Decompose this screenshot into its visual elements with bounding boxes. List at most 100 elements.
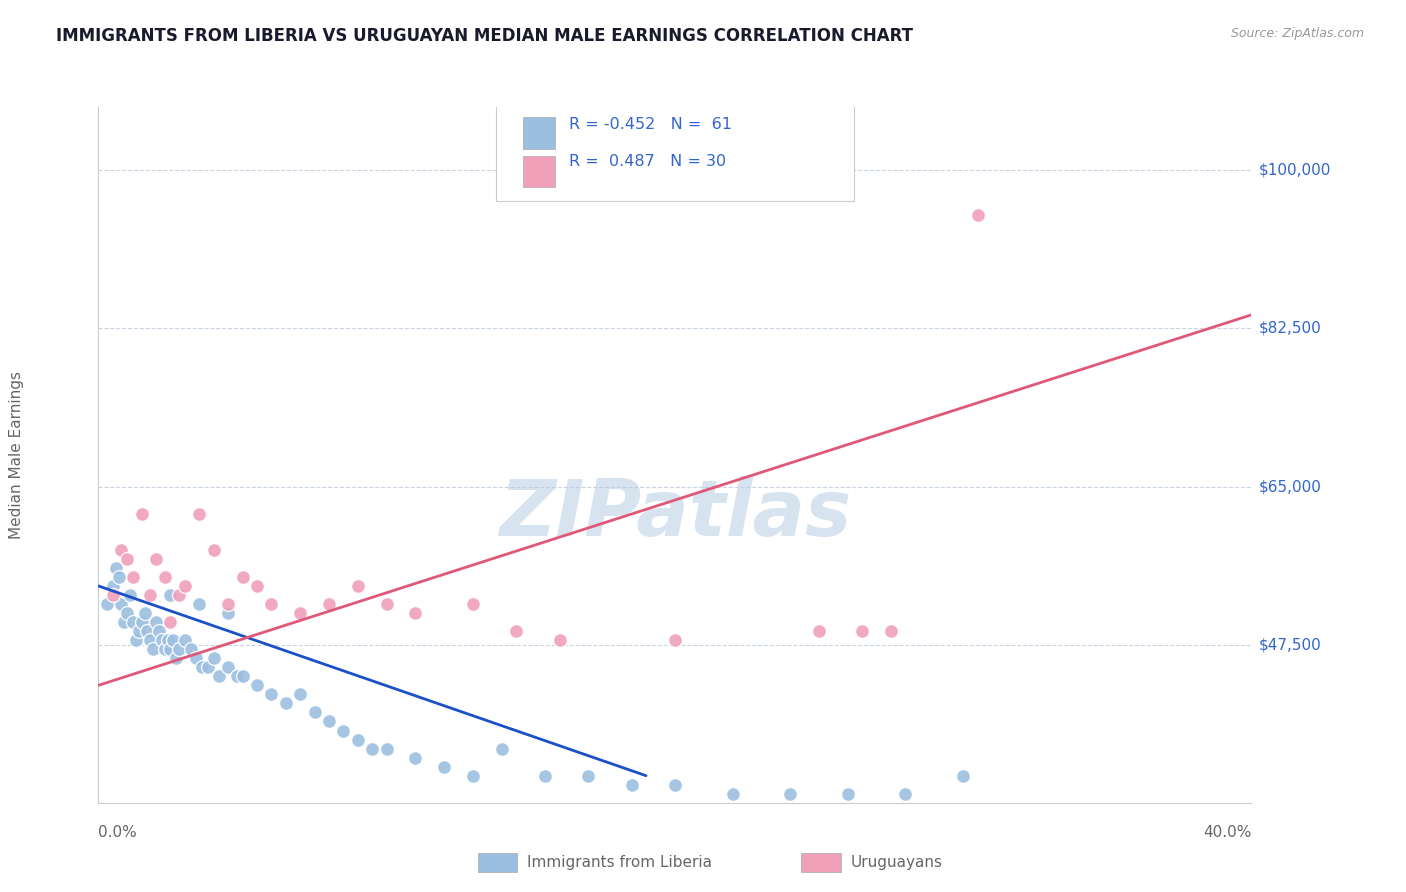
Point — [217, 597, 239, 611]
Point — [260, 687, 283, 701]
Point — [576, 769, 599, 783]
Point — [231, 570, 254, 584]
Point — [188, 597, 211, 611]
Point — [620, 778, 643, 792]
Point — [159, 615, 181, 629]
Point — [167, 588, 190, 602]
Point — [375, 597, 398, 611]
Point — [880, 624, 903, 639]
Point — [202, 651, 225, 665]
Text: Median Male Earnings: Median Male Earnings — [10, 371, 24, 539]
Point — [664, 633, 686, 648]
Point — [548, 633, 571, 648]
Text: $65,000: $65,000 — [1258, 479, 1322, 494]
Text: $47,500: $47,500 — [1258, 637, 1322, 652]
Point — [246, 678, 269, 692]
Point — [165, 651, 187, 665]
Point — [174, 633, 197, 648]
Point — [290, 606, 312, 620]
Point — [117, 606, 138, 620]
Point — [188, 507, 211, 521]
Text: R = -0.452   N =  61: R = -0.452 N = 61 — [569, 118, 731, 133]
Point — [96, 597, 118, 611]
Point — [966, 209, 988, 223]
Point — [318, 714, 340, 729]
Text: $82,500: $82,500 — [1258, 321, 1322, 336]
Point — [145, 615, 167, 629]
Point — [894, 787, 917, 801]
Point — [217, 660, 239, 674]
Point — [153, 642, 176, 657]
Point — [125, 633, 148, 648]
Point — [162, 633, 184, 648]
Point — [361, 741, 384, 756]
Point — [837, 787, 859, 801]
Point — [375, 741, 398, 756]
Point — [110, 597, 132, 611]
FancyBboxPatch shape — [523, 118, 555, 149]
Point — [186, 651, 208, 665]
Point — [405, 750, 427, 764]
Point — [491, 741, 513, 756]
Point — [101, 588, 124, 602]
Point — [208, 669, 231, 683]
Point — [534, 769, 557, 783]
Point — [807, 624, 830, 639]
Point — [332, 723, 354, 738]
Point — [851, 624, 873, 639]
Point — [131, 615, 153, 629]
Point — [197, 660, 219, 674]
Point — [145, 551, 167, 566]
Point — [225, 669, 247, 683]
Point — [664, 778, 686, 792]
Text: 40.0%: 40.0% — [1204, 825, 1251, 840]
Point — [107, 570, 129, 584]
Point — [122, 615, 145, 629]
Point — [346, 732, 368, 747]
Point — [231, 669, 254, 683]
Point — [139, 588, 162, 602]
Point — [150, 633, 173, 648]
Point — [174, 579, 197, 593]
Text: Uruguayans: Uruguayans — [851, 855, 942, 870]
Point — [952, 769, 974, 783]
Point — [117, 551, 138, 566]
Point — [217, 606, 239, 620]
Point — [148, 624, 170, 639]
Point — [246, 579, 269, 593]
Point — [139, 633, 162, 648]
Point — [112, 615, 135, 629]
Point — [433, 759, 456, 773]
Point — [191, 660, 214, 674]
Point — [156, 633, 179, 648]
Text: Immigrants from Liberia: Immigrants from Liberia — [527, 855, 713, 870]
Point — [142, 642, 165, 657]
Point — [405, 606, 427, 620]
Point — [167, 642, 190, 657]
Point — [318, 597, 340, 611]
Point — [120, 588, 142, 602]
Point — [505, 624, 527, 639]
Point — [274, 697, 297, 711]
Point — [721, 787, 744, 801]
Point — [346, 579, 368, 593]
Text: Source: ZipAtlas.com: Source: ZipAtlas.com — [1230, 27, 1364, 40]
Point — [110, 542, 132, 557]
Point — [104, 561, 127, 575]
Point — [180, 642, 202, 657]
Point — [461, 769, 484, 783]
Point — [159, 588, 181, 602]
Point — [128, 624, 150, 639]
Point — [122, 570, 145, 584]
FancyBboxPatch shape — [496, 103, 853, 201]
Point — [136, 624, 159, 639]
Point — [779, 787, 801, 801]
Text: 0.0%: 0.0% — [98, 825, 138, 840]
Text: R =  0.487   N = 30: R = 0.487 N = 30 — [569, 154, 725, 169]
Point — [461, 597, 484, 611]
Point — [153, 570, 176, 584]
Point — [101, 579, 124, 593]
Text: ZIPatlas: ZIPatlas — [499, 475, 851, 551]
Point — [131, 507, 153, 521]
Point — [134, 606, 156, 620]
